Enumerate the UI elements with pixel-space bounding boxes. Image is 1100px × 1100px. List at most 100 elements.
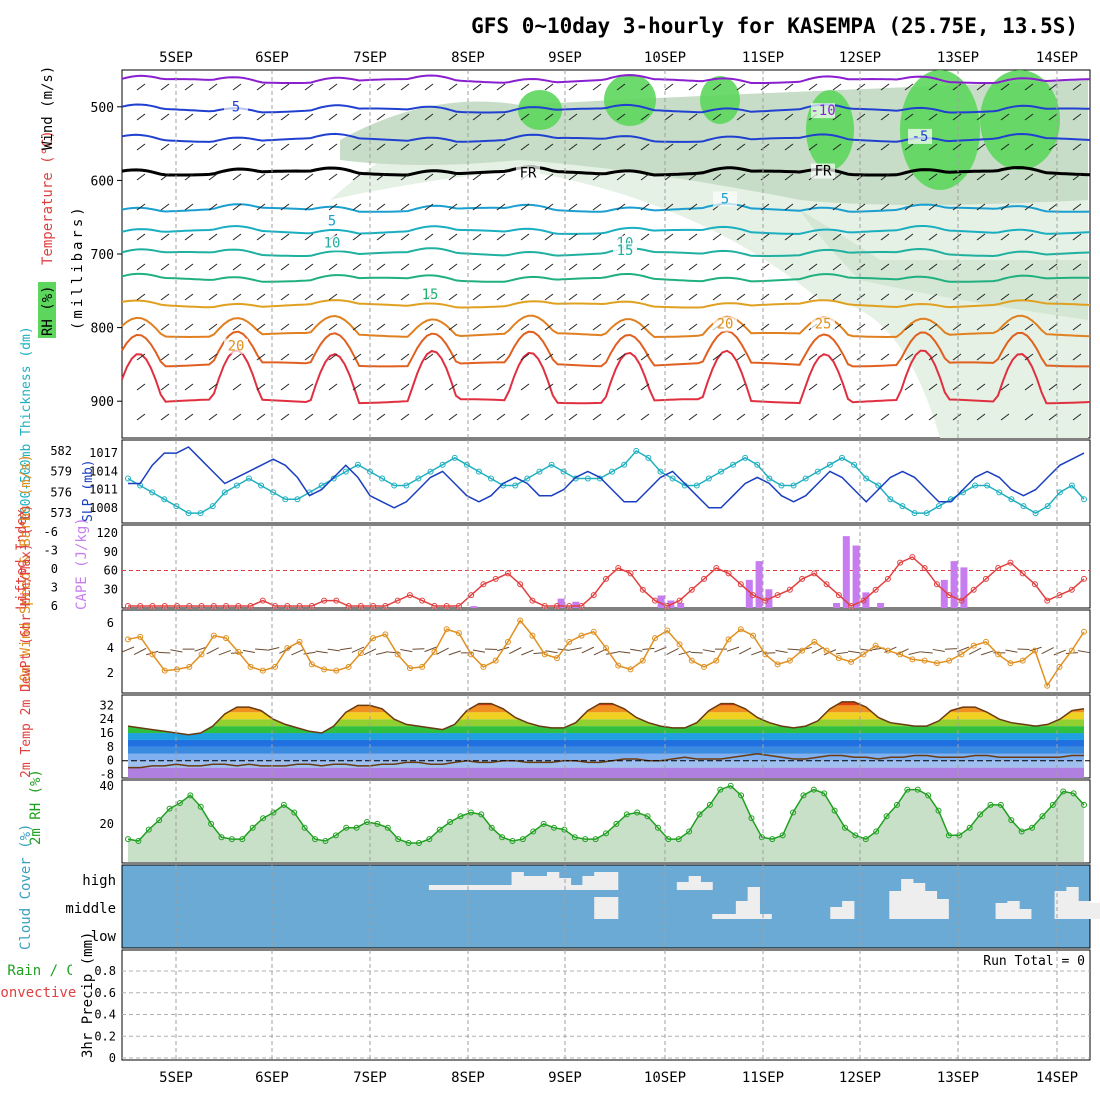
wind-barb: [568, 113, 578, 121]
thickness-point: [1068, 482, 1075, 489]
rh-point: [374, 820, 381, 827]
li-point: [982, 575, 989, 582]
surface-wind-barb: [678, 650, 691, 656]
wind-barb: [1024, 143, 1034, 151]
rh-point: [1018, 828, 1025, 835]
wind-barb: [424, 413, 434, 421]
wind-barb: [184, 323, 194, 331]
rh-point: [280, 801, 287, 808]
wind-barb: [544, 293, 554, 301]
wind-barb: [160, 383, 170, 391]
wind-barb: [520, 353, 530, 361]
wind-barb: [448, 383, 458, 391]
wind-barb: [952, 383, 962, 391]
date-label-bottom: 9SEP: [548, 1070, 582, 1086]
wind-speed-point: [995, 651, 1002, 658]
rh-point: [852, 832, 859, 839]
rh-point: [665, 836, 672, 843]
rh-point: [966, 824, 973, 831]
rh-point: [738, 792, 745, 799]
pressure-tick-label: 600: [91, 174, 114, 189]
wind-barb: [976, 173, 986, 181]
temp-contour: [121, 74, 1091, 84]
thickness-point: [766, 475, 773, 482]
wind-barb: [1048, 113, 1058, 121]
wind-barb: [472, 203, 482, 211]
li-point: [786, 586, 793, 593]
wind-barb: [160, 293, 170, 301]
wind-barb: [496, 263, 506, 271]
wind-barb: [136, 323, 146, 331]
wind-barb: [976, 413, 986, 421]
wind-barb: [400, 383, 410, 391]
wind-barb: [184, 113, 194, 121]
wind-barb: [496, 233, 506, 241]
wind-barb: [640, 83, 650, 91]
wind-barb: [424, 383, 434, 391]
li-tick-label: 0: [51, 562, 58, 576]
wind-barb: [1048, 203, 1058, 211]
cloud-bar-high: [546, 872, 560, 890]
wind-barb: [880, 233, 890, 241]
cloud-level-label: high: [82, 873, 116, 889]
wind-speed-point: [701, 663, 708, 670]
wind-barb: [304, 263, 314, 271]
surface-wind-barb: [569, 647, 582, 651]
wind-barb: [832, 383, 842, 391]
wind-barb: [976, 353, 986, 361]
thickness-point: [403, 482, 410, 489]
contour-label: -10: [810, 103, 835, 119]
wind-barb: [688, 233, 698, 241]
rh-point: [239, 836, 246, 843]
wind-barb: [160, 263, 170, 271]
li-point: [652, 597, 659, 604]
li-point: [333, 597, 340, 604]
wind-barb: [760, 323, 770, 331]
wind-speed-point: [774, 661, 781, 668]
wind-barb: [520, 383, 530, 391]
wind-barb: [784, 383, 794, 391]
wind-barb: [376, 143, 386, 151]
wind-barb: [136, 83, 146, 91]
wind-barb: [952, 293, 962, 301]
wind-barb: [688, 353, 698, 361]
wind-barb: [928, 113, 938, 121]
cape-tick-label: 30: [104, 582, 118, 596]
rh-tick-label: 40: [100, 779, 114, 793]
surface-wind-barb: [702, 649, 715, 653]
upper-air-contours: [121, 70, 1091, 438]
slp-tick-label: 1014: [89, 464, 118, 478]
wind-barb: [496, 293, 506, 301]
cloud-bar-middle: [830, 907, 843, 919]
wind-barb: [640, 263, 650, 271]
thickness-point: [524, 475, 531, 482]
wind-barb: [784, 263, 794, 271]
wind-barb: [400, 293, 410, 301]
wind-barb: [1048, 323, 1058, 331]
rh-point: [530, 828, 537, 835]
li-point: [590, 592, 597, 599]
slp-thickness-lines: [125, 446, 1087, 517]
thickness-point: [221, 489, 228, 496]
rh-point: [571, 834, 578, 841]
date-label-bottom: 12SEP: [839, 1070, 881, 1086]
wind-barb: [760, 353, 770, 361]
rh-point: [727, 782, 734, 789]
rh-point: [270, 809, 277, 816]
temp-contour: [121, 329, 1090, 368]
rh-point: [758, 834, 765, 841]
wind-barb: [376, 113, 386, 121]
rh-point: [561, 826, 568, 833]
li-point: [946, 592, 953, 599]
slp-tick-label: 1017: [89, 446, 118, 460]
li-point: [566, 603, 573, 609]
wind-barb: [376, 203, 386, 211]
wind-barb: [280, 353, 290, 361]
wind-barb: [1072, 353, 1082, 361]
wind-barb: [1024, 203, 1034, 211]
slp-tick-label: 1011: [89, 483, 118, 497]
rh-point: [509, 838, 516, 845]
cloud-bar-middle: [759, 914, 772, 919]
wind-barb: [544, 413, 554, 421]
wind-barb: [304, 413, 314, 421]
